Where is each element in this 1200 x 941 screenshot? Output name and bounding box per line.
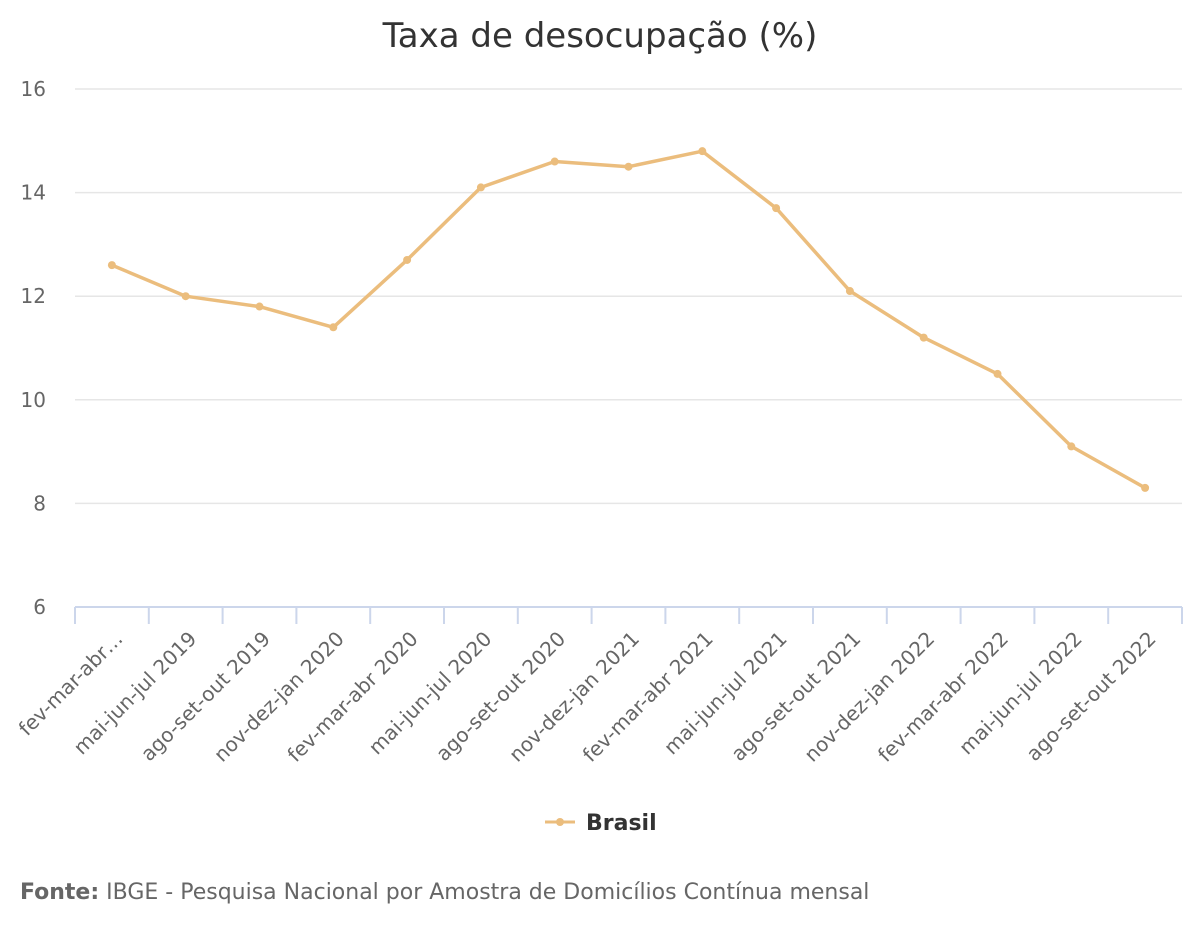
x-tick-label: mai-jun-jul 2019: [69, 627, 202, 760]
source-label: Fonte:: [20, 880, 99, 905]
data-point[interactable]: [181, 292, 190, 301]
y-tick-label-12: 12: [21, 284, 46, 308]
x-axis: fev-mar-abr…mai-jun-jul 2019ago-set-out …: [14, 606, 1183, 767]
x-tick-label: nov-dez-jan 2020: [209, 627, 349, 767]
chart-title: Taxa de desocupação (%): [382, 16, 818, 56]
x-tick-label: fev-mar-abr 2021: [578, 627, 718, 767]
data-point[interactable]: [255, 302, 264, 311]
data-point[interactable]: [329, 323, 338, 332]
data-point[interactable]: [624, 162, 633, 171]
x-tick-label: nov-dez-jan 2022: [799, 627, 939, 767]
data-point[interactable]: [993, 369, 1002, 378]
data-point[interactable]: [550, 157, 559, 166]
grid-lines: [75, 88, 1182, 505]
data-point[interactable]: [919, 333, 928, 342]
data-point[interactable]: [772, 204, 781, 213]
data-point[interactable]: [845, 287, 854, 296]
data-point[interactable]: [698, 147, 707, 156]
source-text: IBGE - Pesquisa Nacional por Amostra de …: [99, 880, 869, 905]
x-tick-label: ago-set-out 2020: [431, 627, 570, 766]
x-tick-label: mai-jun-jul 2021: [659, 627, 792, 760]
legend-label-brasil[interactable]: Brasil: [586, 811, 657, 836]
data-point[interactable]: [1067, 442, 1076, 451]
y-tick-label-8: 8: [33, 491, 46, 515]
x-tick-label: nov-dez-jan 2021: [504, 627, 644, 767]
data-point[interactable]: [476, 183, 485, 192]
data-point[interactable]: [1141, 483, 1150, 492]
data-point[interactable]: [403, 255, 412, 264]
x-tick-label: fev-mar-abr 2022: [873, 627, 1013, 767]
x-tick-label: ago-set-out 2021: [726, 627, 865, 766]
data-point[interactable]: [107, 261, 116, 270]
x-tick-label: ago-set-out 2019: [136, 627, 275, 766]
x-tick-label: mai-jun-jul 2020: [364, 627, 497, 760]
x-tick-label: ago-set-out 2022: [1021, 627, 1160, 766]
x-tick-label: mai-jun-jul 2022: [954, 627, 1087, 760]
x-tick-label: fev-mar-abr 2020: [282, 627, 422, 767]
y-axis: 6 8 10 12 14 16: [21, 77, 46, 619]
series-line-brasil: [110, 149, 1147, 490]
y-tick-label-14: 14: [21, 181, 46, 205]
y-tick-label-10: 10: [21, 388, 46, 412]
y-tick-label-16: 16: [21, 77, 46, 101]
legend-marker-icon: [556, 818, 564, 826]
legend[interactable]: Brasil: [545, 811, 657, 836]
series-layer: [107, 147, 1150, 492]
y-tick-label-6: 6: [33, 595, 46, 619]
source-note: Fonte: IBGE - Pesquisa Nacional por Amos…: [20, 880, 869, 905]
